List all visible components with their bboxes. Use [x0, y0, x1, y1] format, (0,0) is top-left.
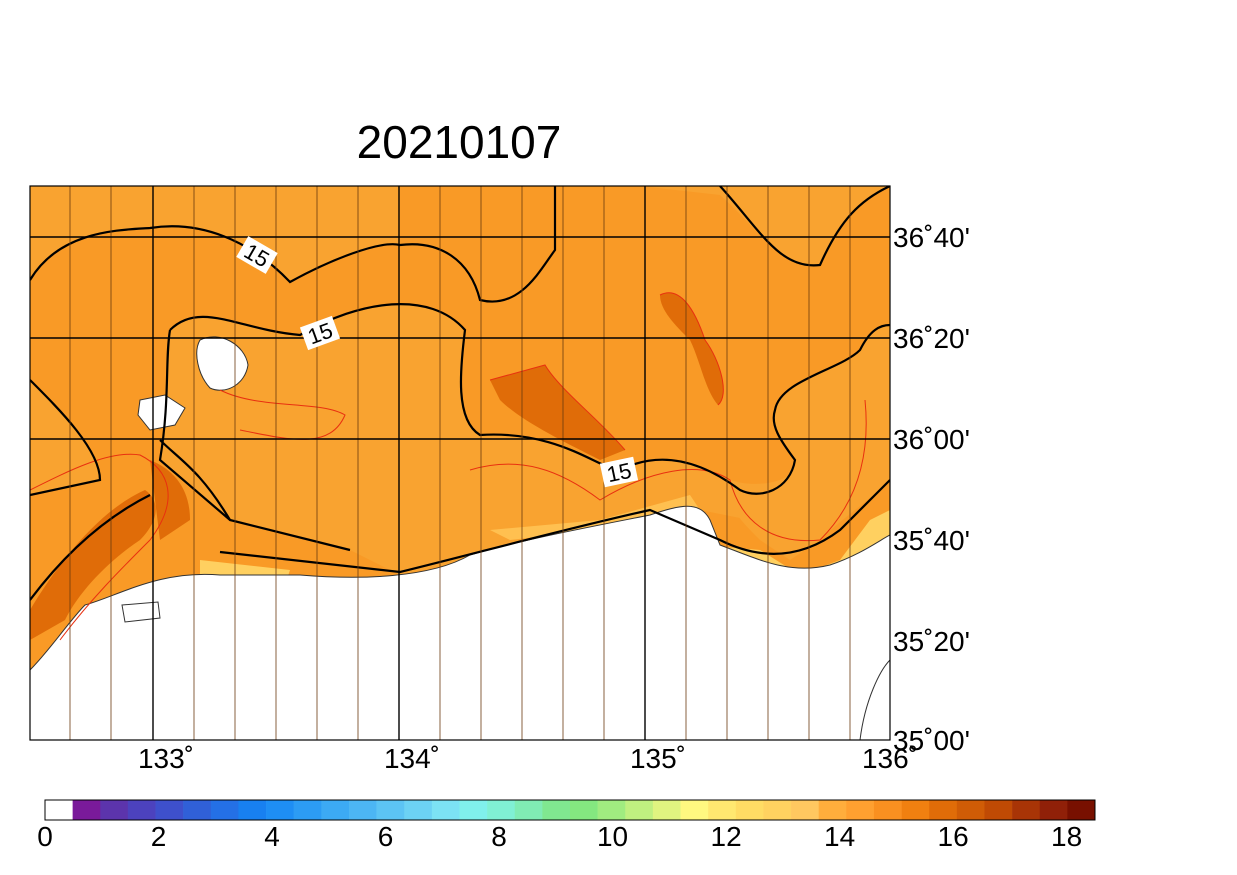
colorbar-swatch — [846, 800, 875, 820]
axis-labels: 133˚ 134˚ 135˚ 136˚ 36˚40' 36˚20' 36˚00' 35˚40'… — [138, 222, 970, 774]
sst-warm — [490, 365, 625, 460]
lat-label: 36˚40' — [893, 222, 970, 253]
coastline — [859, 659, 890, 740]
colorbar-tick-label: 18 — [1051, 821, 1082, 852]
colorbar-swatch — [1067, 800, 1096, 820]
colorbar-swatch — [570, 800, 598, 820]
colorbar-swatch — [321, 800, 350, 820]
colorbar-swatch — [542, 800, 571, 820]
colorbar-tick-label: 8 — [491, 821, 507, 852]
contour-15 — [30, 186, 557, 303]
colorbar-swatch — [791, 800, 819, 820]
lat-label: 35˚40' — [893, 525, 970, 556]
contour-thin — [219, 389, 346, 440]
colorbar-tick-label: 6 — [378, 821, 394, 852]
colorbar-tick-label: 14 — [824, 821, 855, 852]
colorbar-swatch — [680, 800, 709, 820]
colorbar-swatch — [376, 800, 405, 820]
colorbar-swatch — [514, 800, 543, 820]
sst-warm — [660, 292, 724, 405]
map-field: 15 15 15 — [30, 186, 890, 740]
sst-region — [640, 186, 890, 266]
colorbar-swatch — [238, 800, 267, 820]
sst-region — [30, 380, 100, 495]
contour-label-box — [236, 236, 278, 274]
colorbar-swatch — [901, 800, 930, 820]
island — [137, 394, 186, 431]
lat-label: 35˚20' — [893, 626, 970, 657]
colorbar-swatch — [873, 800, 902, 820]
colorbar-swatch — [127, 800, 156, 820]
contour-15 — [30, 379, 102, 497]
colorbar-tick-label: 2 — [151, 821, 167, 852]
sst-cool — [490, 495, 700, 540]
sst-region — [400, 186, 555, 302]
colorbar-swatch — [818, 800, 847, 820]
colorbar-swatch — [487, 800, 516, 820]
sst-warm — [30, 490, 156, 640]
colorbar-swatch — [72, 800, 101, 820]
contour-thin — [659, 292, 724, 406]
colorbar-tick-label: 0 — [37, 821, 53, 852]
colorbar-tick-label: 10 — [597, 821, 628, 852]
contour-15 — [219, 479, 890, 574]
colorbar-swatch — [266, 800, 294, 820]
colorbar: 0 2 4 6 8 10 12 14 16 18 — [37, 799, 1096, 852]
colorbar-swatch — [45, 800, 73, 820]
contour-label-box — [599, 456, 639, 488]
colorbar-swatch — [183, 800, 212, 820]
colorbar-swatch — [763, 800, 792, 820]
contour-label-box — [299, 315, 341, 351]
lat-label: 36˚20' — [893, 323, 970, 354]
colorbar-swatch — [735, 800, 764, 820]
map-title: 20210107 — [357, 116, 562, 168]
colorbar-swatch — [597, 800, 626, 820]
colorbar-tick-label: 12 — [711, 821, 742, 852]
colorbar-swatch — [404, 800, 433, 820]
colorbar-swatch — [652, 800, 681, 820]
colorbar-swatch — [1039, 800, 1068, 820]
colorbar-tick-label: 16 — [938, 821, 969, 852]
colorbar-swatch — [956, 800, 985, 820]
colorbar-tick-label: 4 — [264, 821, 280, 852]
colorbar-swatch — [708, 800, 737, 820]
island — [121, 601, 161, 623]
lat-label: 36˚00' — [893, 424, 970, 455]
lat-label: 35˚00' — [893, 725, 970, 756]
colorbar-swatch — [929, 800, 958, 820]
colorbar-swatch — [348, 800, 377, 820]
colorbar-swatch — [293, 800, 322, 820]
contour-15 — [158, 329, 351, 552]
map-frame — [29, 185, 891, 741]
lon-label: 135˚ — [630, 743, 686, 774]
contour-thin — [30, 453, 169, 641]
sst-region — [30, 186, 400, 282]
colorbar-swatch — [100, 800, 129, 820]
lon-label: 134˚ — [384, 743, 440, 774]
colorbar-frame — [44, 799, 1096, 821]
contour-15 — [719, 186, 890, 267]
lon-label: 133˚ — [138, 743, 194, 774]
colorbar-swatch — [210, 800, 239, 820]
colorbar-swatch — [1012, 800, 1041, 820]
sst-warm — [150, 460, 190, 540]
colorbar-swatch — [431, 800, 460, 820]
contour-15 — [30, 494, 151, 601]
colorbar-swatch — [155, 800, 184, 820]
contour-label: 15 — [605, 458, 634, 488]
lon-label: 136˚ — [862, 743, 918, 774]
colorbar-swatch — [459, 800, 488, 820]
colorbar-swatch — [984, 800, 1013, 820]
colorbar-swatch — [625, 800, 654, 820]
